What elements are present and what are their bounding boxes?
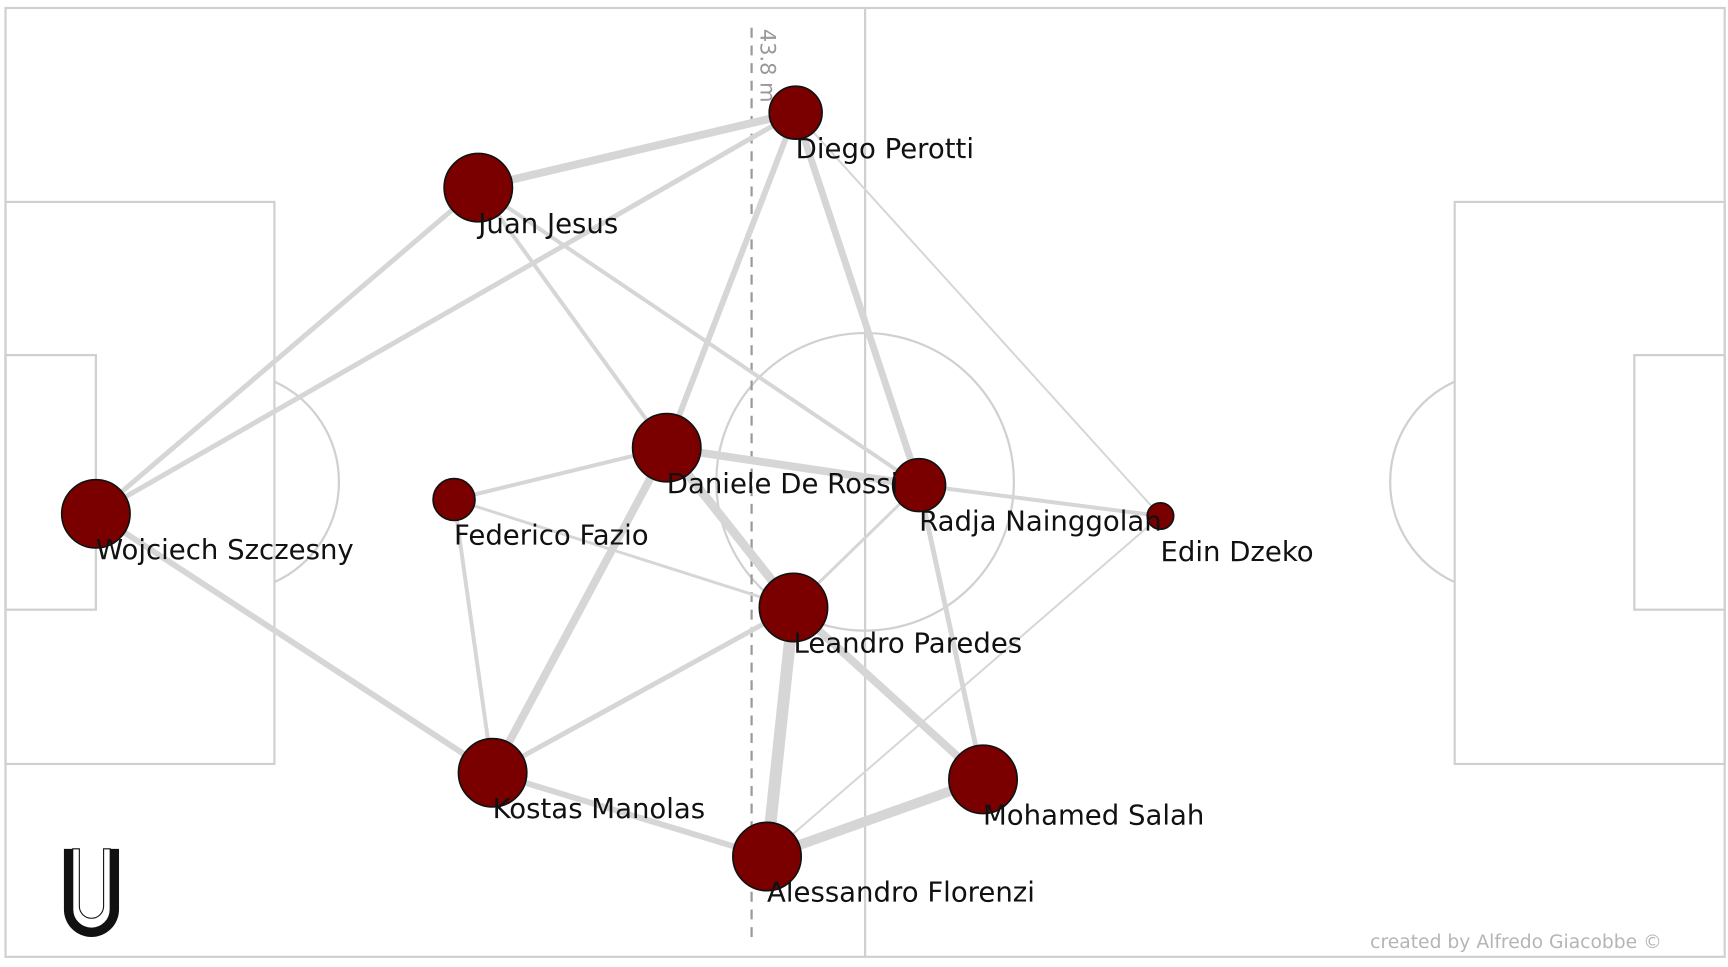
pass-edge-leandro-paredesto-kostas-manolas [491, 605, 795, 775]
player-label-diego-perotti: Diego Perotti [796, 133, 974, 165]
pass-edge-leandro-paredesto-alessandro-florenzi [761, 606, 800, 858]
pass-edge-alessandro-florenzito-edin-dzeko [766, 515, 1162, 858]
pass-edge-radja-nainggolanto-mohamed-salah [916, 484, 986, 780]
pass-edge-daniele-de-rossito-radja-nainggolan [666, 443, 920, 490]
pass-edge-kostas-manolasto-alessandro-florenzi [491, 769, 768, 860]
player-labels: Diego Perotti Juan Jesus Wojciech Szczesny… [96, 133, 1314, 909]
distance-label: 43.8 m [755, 29, 779, 103]
player-label-juan-jesus: Juan Jesus [476, 208, 618, 240]
pass-edge-leandro-paredesto-mohamed-salah [790, 604, 986, 783]
pass-edge-mohamed-salahto-alessandro-florenzi [765, 774, 985, 862]
player-nodes [60, 85, 1175, 892]
pass-edge-juan-jesusto-radja-nainggolan [477, 185, 921, 487]
player-node-diego-perotti[interactable] [768, 85, 823, 140]
pass-edge-federico-fazioto-daniele-de-rossi [453, 445, 668, 502]
pass-edges [94, 108, 1162, 862]
player-label-edin-dzeko: Edin Dzeko [1160, 536, 1313, 568]
player-node-leandro-paredes[interactable] [758, 572, 829, 643]
pass-edge-diego-perottito-wojciech-szczesny [94, 110, 797, 516]
pass-edge-wojciech-szczesnyto-kostas-manolas [94, 511, 495, 776]
player-node-kostas-manolas[interactable] [457, 737, 528, 808]
player-node-radja-nainggolan[interactable] [891, 457, 947, 513]
pass-edge-daniele-de-rossito-kostas-manolas [489, 445, 671, 775]
player-label-mohamed-salah: Mohamed Salah [983, 800, 1204, 832]
pass-edge-juan-jesusto-daniele-de-rossi [476, 186, 669, 449]
player-label-alessandro-florenzi: Alessandro Florenzi [767, 877, 1035, 909]
pass-edge-diego-perottito-daniele-de-rossi [663, 111, 799, 449]
right-six-yard-box [1633, 354, 1726, 611]
right-penalty-box [1453, 200, 1726, 766]
player-node-daniele-de-rossi[interactable] [631, 412, 702, 483]
player-label-daniele-de-rossi: Daniele De Rossi [667, 468, 899, 500]
pass-edge-radja-nainggolanto-edin-dzeko [918, 483, 1161, 518]
pass-edge-diego-perottito-radja-nainggolan [792, 111, 923, 487]
player-label-wojciech-szczesny: Wojciech Szczesny [96, 534, 354, 566]
right-penalty-arc [1389, 380, 1456, 584]
player-node-edin-dzeko[interactable] [1146, 501, 1175, 531]
left-penalty-box [4, 200, 276, 766]
u-logo [63, 848, 120, 937]
pass-edge-juan-jesusto-wojciech-szczesny [94, 185, 480, 516]
pass-edge-diego-perottito-juan-jesus [477, 108, 797, 192]
left-penalty-arc [273, 380, 340, 584]
player-node-alessandro-florenzi[interactable] [732, 821, 803, 892]
player-node-federico-fazio[interactable] [432, 477, 476, 522]
pass-edge-federico-fazioto-leandro-paredes [453, 498, 794, 609]
pass-edge-federico-fazioto-kostas-manolas [452, 499, 495, 774]
pass-edge-diego-perottito-edin-dzeko [794, 111, 1162, 517]
credit-text: created by Alfredo Giacobbe © [1370, 932, 1662, 953]
player-label-kostas-manolas: Kostas Manolas [493, 793, 706, 825]
player-label-radja-nainggolan: Radja Nainggolan [919, 505, 1162, 537]
player-label-leandro-paredes: Leandro Paredes [793, 628, 1022, 660]
player-label-federico-fazio: Federico Fazio [454, 520, 649, 552]
player-node-juan-jesus[interactable] [443, 152, 514, 223]
player-node-wojciech-szczesny[interactable] [60, 478, 131, 549]
player-node-mohamed-salah[interactable] [948, 744, 1019, 815]
